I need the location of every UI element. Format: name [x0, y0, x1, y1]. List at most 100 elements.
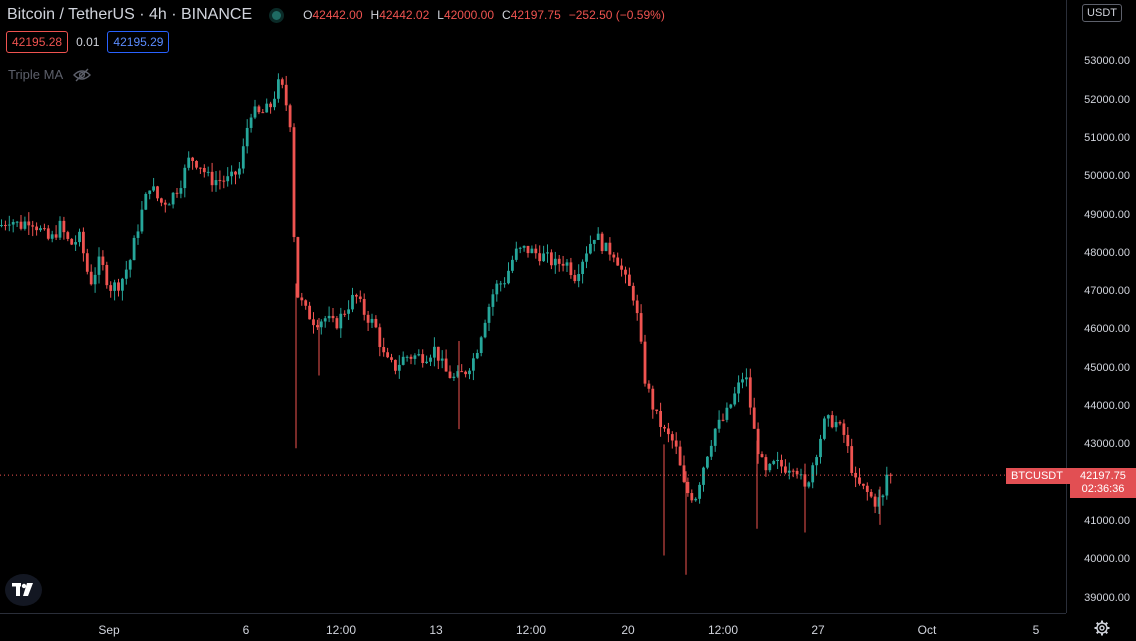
- candle: [522, 245, 526, 252]
- candle: [97, 247, 101, 284]
- symbol-title[interactable]: Bitcoin / TetherUS · 4h · BINANCE: [7, 6, 253, 23]
- candle: [483, 319, 487, 339]
- candle: [23, 216, 27, 231]
- candle: [394, 359, 397, 375]
- candle: [292, 123, 296, 243]
- candle: [772, 459, 776, 466]
- price-tick-label: 39000.00: [1084, 591, 1130, 604]
- candle: [284, 75, 288, 111]
- eye-crossed-icon[interactable]: [73, 68, 92, 82]
- candle: [612, 252, 616, 263]
- candle: [674, 432, 678, 455]
- candle: [741, 372, 744, 389]
- price-tick-label: 43000.00: [1084, 438, 1130, 451]
- currency-button[interactable]: USDT: [1082, 4, 1122, 22]
- candle: [15, 220, 19, 227]
- candle: [698, 482, 701, 504]
- candle: [160, 197, 163, 207]
- gear-icon[interactable]: [1094, 620, 1110, 636]
- indicator-legend-triple-ma[interactable]: Triple MA: [8, 67, 92, 82]
- candle: [787, 462, 791, 480]
- candle: [144, 192, 148, 211]
- time-tick-label: 6: [242, 623, 250, 637]
- candle: [386, 347, 389, 359]
- candle: [776, 451, 779, 470]
- candle: [620, 258, 623, 277]
- price-axis[interactable]: 53000.00 52000.00 51000.00 50000.00 49000.00…: [1066, 0, 1136, 613]
- candle: [206, 166, 210, 177]
- candle: [421, 349, 425, 368]
- candle: [253, 99, 257, 120]
- candle: [706, 456, 709, 470]
- candle: [534, 244, 538, 259]
- candle: [530, 245, 534, 254]
- candle: [175, 188, 179, 198]
- candle: [877, 489, 881, 515]
- candle: [128, 258, 132, 278]
- candle: [511, 255, 514, 274]
- candle: [456, 365, 460, 379]
- market-status-icon: [272, 10, 282, 20]
- buy-price-button[interactable]: 42195.29: [107, 31, 170, 53]
- candle: [429, 354, 432, 367]
- candle: [635, 294, 639, 321]
- candle: [273, 91, 276, 111]
- candle: [546, 244, 549, 263]
- candle: [11, 219, 15, 233]
- candle: [600, 231, 604, 254]
- candle: [643, 334, 647, 387]
- candle: [214, 171, 218, 192]
- candle: [132, 235, 136, 261]
- candle: [639, 304, 643, 344]
- candle: [670, 431, 674, 449]
- candle: [850, 438, 854, 476]
- candle: [569, 257, 573, 279]
- candle: [678, 440, 682, 466]
- candle: [39, 225, 42, 232]
- candle: [382, 337, 386, 357]
- tradingview-logo-icon[interactable]: [5, 574, 42, 606]
- candle: [799, 468, 803, 480]
- candle: [624, 266, 627, 284]
- candle: [682, 455, 686, 484]
- candle: [187, 151, 191, 171]
- candle: [31, 220, 35, 237]
- candle: [343, 310, 347, 317]
- candle: [869, 489, 873, 499]
- candle: [873, 493, 877, 514]
- candle: [659, 402, 662, 437]
- candle: [631, 282, 635, 306]
- time-tick-label: 20: [621, 623, 635, 637]
- price-tick-label: 46000.00: [1084, 323, 1130, 336]
- price-tick-label: 48000.00: [1084, 246, 1130, 259]
- time-tick-label: Sep: [98, 623, 120, 637]
- time-axis[interactable]: Sep 6 12:00 13 12:00 20 12:00 27 Oct 5: [0, 613, 1066, 641]
- sell-price-button[interactable]: 42195.28: [6, 31, 69, 53]
- candle: [121, 277, 124, 301]
- candle: [495, 280, 499, 302]
- candle: [226, 167, 230, 187]
- ohlc-close-label: C: [502, 8, 511, 22]
- last-price-label: 42197.75 02:36:36: [1070, 468, 1136, 498]
- indicator-name: Triple MA: [8, 67, 64, 82]
- candle: [308, 301, 311, 320]
- candle: [331, 307, 335, 323]
- candle: [0, 219, 3, 228]
- candle: [819, 434, 822, 464]
- ohlc-high: H42442.02: [371, 8, 430, 22]
- ohlc-low-label: L: [437, 8, 444, 22]
- candle: [210, 162, 214, 192]
- candle: [171, 191, 175, 209]
- ohlc-high-label: H: [370, 8, 380, 22]
- candlestick-chart[interactable]: [0, 0, 1066, 613]
- candle: [865, 482, 869, 501]
- price-chart-area[interactable]: [0, 0, 1066, 613]
- candle: [686, 477, 690, 497]
- candle: [245, 119, 249, 154]
- candle: [19, 215, 23, 231]
- price-tick-label: 53000.00: [1084, 55, 1130, 68]
- candle: [823, 416, 826, 441]
- candle: [581, 259, 584, 284]
- candle: [733, 386, 737, 407]
- candle: [202, 164, 206, 178]
